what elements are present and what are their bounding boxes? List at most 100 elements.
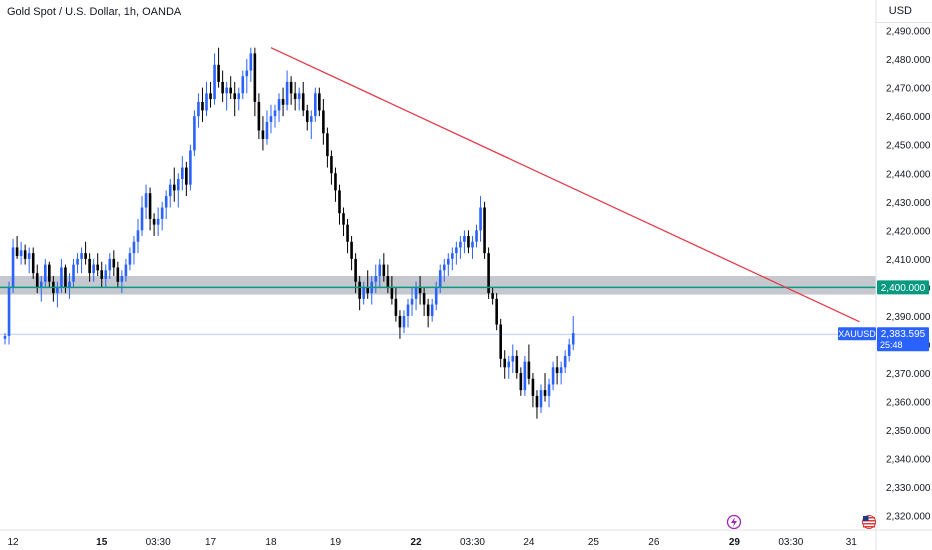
candle-body: [96, 264, 99, 271]
price-tick-label: 2,470.000: [886, 84, 931, 95]
candle-body: [285, 81, 289, 105]
time-axis: 12 15 03:30 17 18 19 22 03:30 24 25 26 29 03:30 31: [0, 529, 932, 548]
price-tick-label: 2,340.000: [886, 455, 931, 466]
candle-body: [354, 258, 357, 282]
candle-body: [451, 253, 454, 259]
candle-body: [342, 213, 345, 225]
candle-body: [519, 373, 523, 391]
price-tick-label: 2,350.000: [886, 426, 931, 437]
candle-body: [406, 304, 410, 316]
time-tick-label: 24: [523, 537, 535, 548]
candle-body: [390, 287, 394, 299]
candle-body: [201, 101, 204, 111]
candle-body: [386, 276, 390, 288]
candle-body: [447, 258, 450, 265]
candle-body: [193, 116, 196, 151]
currency-box[interactable]: [876, 0, 932, 23]
candle-body: [225, 87, 228, 94]
candle-body: [559, 367, 563, 374]
candle-body: [23, 250, 27, 259]
candle-body: [563, 355, 567, 368]
candle-body: [120, 276, 124, 282]
candle-body: [253, 53, 257, 102]
candle-body: [35, 273, 39, 288]
candle-body: [366, 287, 369, 294]
candle-body: [229, 87, 232, 94]
candle-body: [543, 390, 547, 396]
candle-body: [426, 304, 430, 316]
candle-body: [551, 367, 555, 385]
candle-body: [176, 178, 180, 191]
chart-overlays: [0, 47, 876, 335]
time-tick-label: 03:30: [778, 537, 803, 548]
us-flag-icon[interactable]: [862, 515, 876, 529]
candle-body: [273, 110, 277, 117]
candle-body: [479, 207, 482, 231]
candle-body: [289, 81, 293, 94]
candle-body: [7, 287, 11, 336]
flag-icon-canton: [863, 516, 869, 521]
candle-body: [156, 218, 160, 225]
candle-body: [148, 193, 152, 219]
candle-body: [487, 253, 490, 294]
candle-body: [217, 64, 220, 82]
candle-body: [277, 99, 281, 111]
candle-body: [128, 253, 132, 265]
last-price-text: 2,383.595: [881, 329, 926, 340]
candle-body: [346, 224, 349, 242]
time-tick-label: 03:30: [460, 537, 485, 548]
candle-body: [144, 193, 148, 208]
candle-body: [3, 335, 7, 339]
last-price-tag: [877, 327, 929, 352]
candle-body: [152, 218, 156, 225]
candle-body: [326, 133, 329, 157]
time-tick-label: 15: [96, 537, 108, 548]
candle-body: [189, 150, 192, 185]
candle-body: [523, 361, 527, 391]
candle-body: [31, 253, 35, 274]
lightning-icon[interactable]: [726, 514, 742, 530]
price-tick-label: 2,360.000: [886, 398, 931, 409]
support-zone: [0, 276, 876, 295]
candle-body: [72, 264, 75, 282]
candle-body: [442, 264, 446, 271]
price-tick-label: 2,390.000: [886, 312, 931, 323]
price-tick-label: 2,480.000: [886, 55, 931, 66]
candle-body: [84, 253, 87, 259]
time-tick-label: 12: [7, 537, 19, 548]
candle-body: [213, 64, 216, 100]
price-tick-label: 2,320.000: [886, 512, 931, 523]
time-tick-label: 25: [588, 537, 600, 548]
candle-body: [160, 207, 164, 219]
candle-body: [374, 276, 378, 282]
candle-body: [527, 361, 531, 379]
flag-icon-stripe: [863, 520, 875, 522]
candle-body: [15, 247, 19, 257]
candle-body: [297, 93, 301, 100]
candle-body: [398, 315, 402, 328]
candle-body: [535, 395, 539, 408]
candle-body: [68, 281, 71, 288]
candle-body: [88, 258, 91, 274]
price-tick-label: 2,440.000: [886, 169, 931, 180]
candle-body: [495, 298, 498, 325]
candle-body: [471, 241, 474, 248]
candle-body: [245, 70, 249, 77]
candle-body: [394, 298, 398, 316]
candle-series: [3, 47, 575, 419]
time-tick-label: 18: [265, 537, 277, 548]
price-tick-label: 2,370.000: [886, 369, 931, 380]
symbol-tag: [838, 327, 876, 341]
candle-body: [39, 281, 43, 288]
candle-body: [434, 287, 438, 305]
candle-body: [499, 324, 502, 359]
candle-body: [350, 241, 353, 259]
candle-body: [507, 361, 511, 368]
currency-label[interactable]: USD: [888, 5, 912, 17]
candle-body: [305, 110, 309, 122]
candle-body: [547, 384, 551, 396]
candle-body: [181, 167, 184, 179]
candle-body: [261, 130, 265, 140]
